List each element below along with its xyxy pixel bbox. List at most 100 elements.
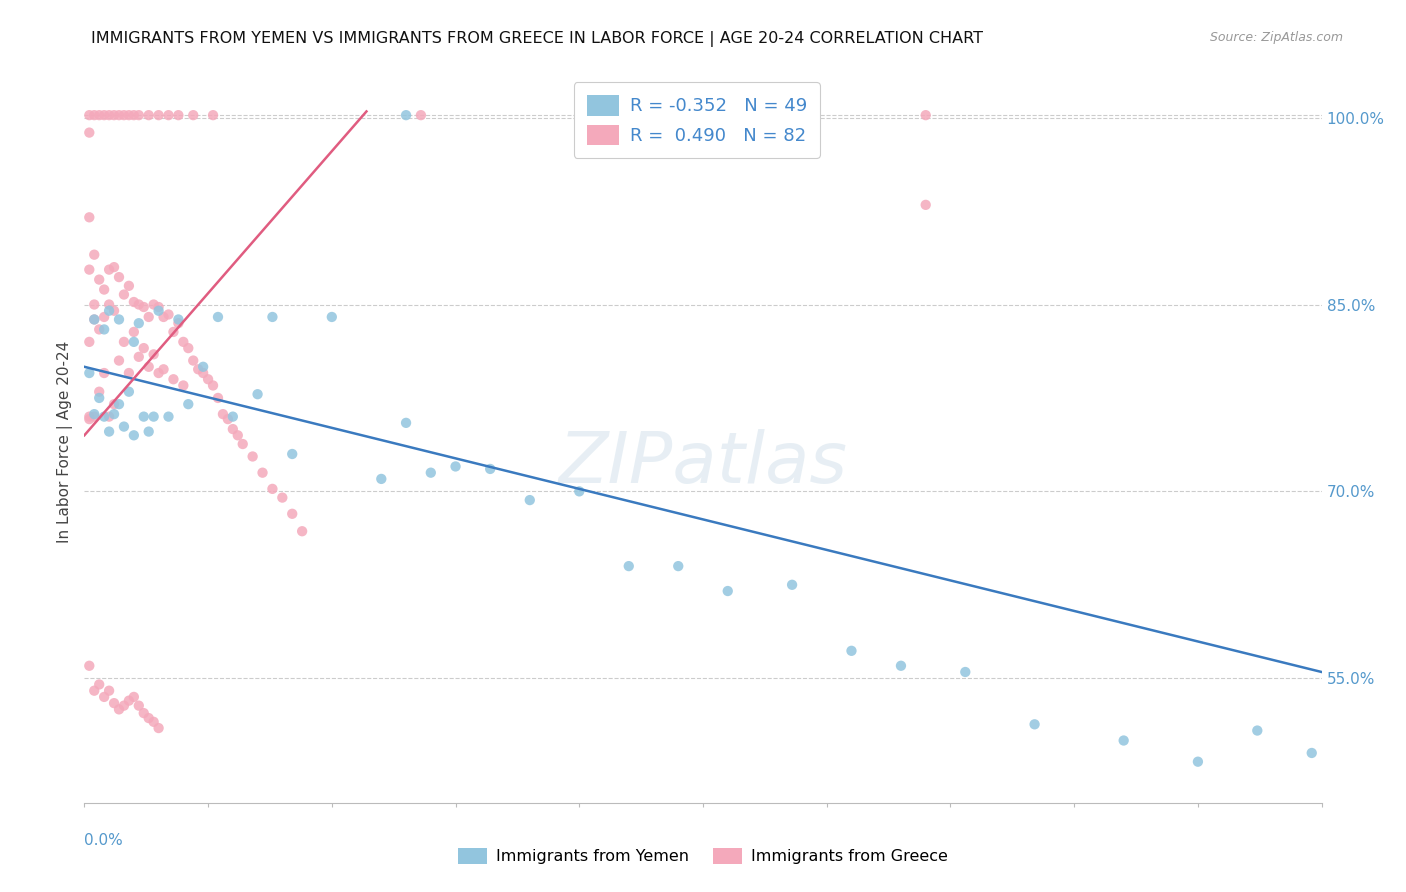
Point — [83, 312, 105, 326]
Point — [519, 493, 541, 508]
Point — [128, 108, 150, 122]
Point — [419, 466, 441, 480]
Point — [252, 466, 274, 480]
Point — [142, 714, 165, 729]
Point — [167, 312, 190, 326]
Point — [142, 409, 165, 424]
Point — [148, 721, 170, 735]
Point — [98, 303, 121, 318]
Point — [103, 407, 125, 421]
Point — [132, 409, 155, 424]
Point — [128, 316, 150, 330]
Point — [914, 108, 936, 122]
Point — [138, 711, 160, 725]
Point — [444, 459, 467, 474]
Point — [112, 334, 135, 349]
Point — [98, 108, 121, 122]
Point — [617, 559, 640, 574]
Point — [108, 312, 131, 326]
Point — [128, 350, 150, 364]
Point — [108, 702, 131, 716]
Y-axis label: In Labor Force | Age 20-24: In Labor Force | Age 20-24 — [58, 341, 73, 542]
Point — [914, 198, 936, 212]
Point — [780, 578, 803, 592]
Point — [122, 428, 145, 442]
Point — [89, 384, 111, 399]
Point — [93, 108, 115, 122]
Point — [79, 409, 101, 424]
Point — [568, 484, 591, 499]
Point — [162, 325, 184, 339]
Point — [122, 325, 145, 339]
Point — [118, 108, 141, 122]
Point — [148, 366, 170, 380]
Point — [103, 260, 125, 274]
Point — [167, 316, 190, 330]
Point — [262, 482, 284, 496]
Text: IMMIGRANTS FROM YEMEN VS IMMIGRANTS FROM GREECE IN LABOR FORCE | AGE 20-24 CORRE: IMMIGRANTS FROM YEMEN VS IMMIGRANTS FROM… — [91, 31, 983, 47]
Point — [128, 297, 150, 311]
Point — [93, 409, 115, 424]
Point — [197, 372, 219, 386]
Point — [79, 211, 101, 225]
Point — [370, 472, 392, 486]
Point — [181, 108, 204, 122]
Point — [281, 507, 304, 521]
Point — [83, 248, 105, 262]
Point — [122, 108, 145, 122]
Point — [226, 428, 249, 442]
Point — [242, 450, 264, 464]
Point — [841, 644, 863, 658]
Point — [167, 108, 190, 122]
Point — [89, 322, 111, 336]
Point — [93, 366, 115, 380]
Point — [93, 322, 115, 336]
Point — [83, 312, 105, 326]
Point — [79, 412, 101, 426]
Point — [187, 362, 209, 376]
Legend: R = -0.352   N = 49, R =  0.490   N = 82: R = -0.352 N = 49, R = 0.490 N = 82 — [574, 82, 820, 158]
Point — [122, 334, 145, 349]
Point — [93, 283, 115, 297]
Text: ZIPatlas: ZIPatlas — [558, 429, 848, 498]
Point — [138, 108, 160, 122]
Point — [202, 378, 225, 392]
Point — [177, 341, 200, 355]
Point — [89, 108, 111, 122]
Point — [262, 310, 284, 324]
Point — [83, 407, 105, 421]
Point — [118, 384, 141, 399]
Point — [717, 584, 740, 599]
Point — [232, 437, 254, 451]
Point — [112, 419, 135, 434]
Point — [108, 270, 131, 285]
Point — [122, 295, 145, 310]
Point — [122, 690, 145, 704]
Point — [108, 397, 131, 411]
Text: Source: ZipAtlas.com: Source: ZipAtlas.com — [1209, 31, 1343, 45]
Point — [172, 378, 194, 392]
Point — [132, 706, 155, 720]
Point — [79, 658, 101, 673]
Point — [157, 308, 180, 322]
Point — [89, 391, 111, 405]
Point — [162, 372, 184, 386]
Point — [89, 272, 111, 286]
Point — [1024, 717, 1046, 731]
Point — [479, 462, 502, 476]
Point — [79, 126, 101, 140]
Point — [103, 397, 125, 411]
Point — [128, 698, 150, 713]
Point — [1112, 733, 1135, 747]
Point — [98, 297, 121, 311]
Point — [217, 412, 239, 426]
Point — [83, 297, 105, 311]
Point — [132, 341, 155, 355]
Point — [148, 108, 170, 122]
Point — [148, 303, 170, 318]
Point — [79, 108, 101, 122]
Point — [152, 362, 174, 376]
Point — [157, 108, 180, 122]
Point — [138, 310, 160, 324]
Point — [321, 310, 343, 324]
